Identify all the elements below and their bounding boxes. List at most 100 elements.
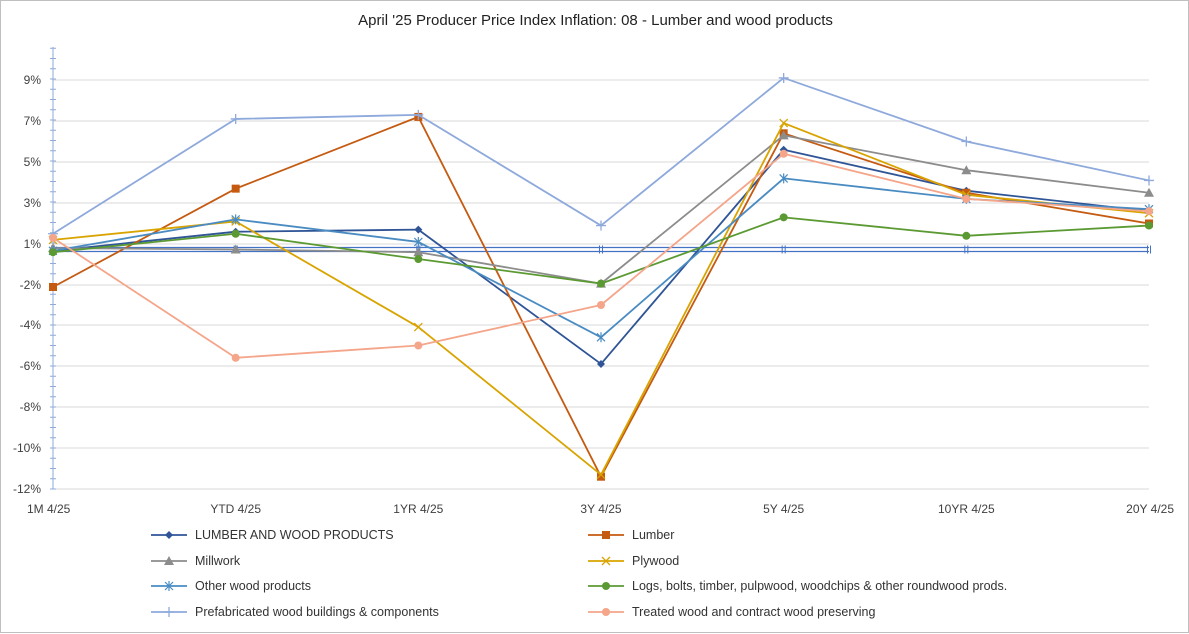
legend-swatch [588, 556, 624, 566]
y-tick-label: -2% [20, 278, 42, 292]
x-tick-label: 3Y 4/25 [580, 502, 621, 516]
data-point [49, 233, 57, 242]
y-tick-label: -12% [13, 482, 41, 496]
data-point [961, 165, 972, 175]
data-point [49, 283, 57, 291]
data-point [1145, 207, 1153, 216]
legend-swatch [151, 581, 187, 592]
data-point [231, 214, 241, 225]
legend-label: Other wood products [195, 579, 312, 594]
series-line [52, 122, 1150, 476]
legend-swatch [151, 531, 187, 539]
data-point [601, 556, 611, 566]
data-point [231, 184, 240, 193]
legend-swatch [151, 607, 187, 618]
series-line [52, 134, 1150, 285]
data-point [164, 555, 174, 565]
series-line [52, 177, 1150, 339]
x-tick-label: 10YR 4/25 [938, 502, 995, 516]
x-tick-label: YTD 4/25 [210, 502, 261, 516]
baseline-point [964, 245, 969, 254]
data-point [413, 322, 423, 332]
chart-legend: LUMBER AND WOOD PRODUCTS Lumber Millwork Pl… [151, 525, 1151, 629]
data-point [597, 279, 605, 288]
data-point [230, 113, 241, 124]
data-point [1144, 175, 1154, 186]
data-point [779, 149, 788, 158]
y-tick-label: 3% [24, 196, 42, 210]
y-tick-label: -8% [20, 400, 42, 414]
legend-label: Prefabricated wood buildings & component… [195, 605, 439, 620]
data-point [49, 248, 57, 257]
data-point [602, 608, 610, 617]
legend-item: Millwork [151, 551, 240, 571]
data-point [596, 220, 606, 231]
data-point [231, 229, 240, 238]
x-tick-label: 1YR 4/25 [393, 502, 443, 516]
data-point [413, 109, 424, 120]
series-line [52, 148, 1150, 365]
data-point [230, 244, 241, 254]
y-tick-label: 5% [24, 155, 42, 169]
data-point [778, 72, 789, 83]
data-point [1145, 221, 1153, 230]
y-tick-label: 9% [24, 73, 42, 87]
y-tick-label: 7% [24, 114, 42, 128]
series-2 [48, 130, 1154, 288]
legend-item: Lumber [588, 525, 674, 545]
data-point [165, 531, 173, 539]
legend-item: LUMBER AND WOOD PRODUCTS [151, 525, 394, 545]
data-point [413, 247, 424, 257]
baseline-point [1147, 245, 1151, 254]
legend-item: Logs, bolts, timber, pulpwood, woodchips… [588, 576, 1007, 596]
legend-label: Treated wood and contract wood preservin… [632, 605, 876, 620]
data-point [602, 531, 610, 539]
legend-item: Treated wood and contract wood preservin… [588, 602, 875, 622]
data-point [413, 236, 423, 247]
legend-swatch [588, 608, 624, 617]
baseline-point [781, 245, 786, 254]
series-6 [48, 72, 1154, 239]
legend-swatch [151, 555, 187, 565]
legend-label: Lumber [632, 528, 675, 542]
series-line [52, 152, 1150, 359]
legend-label: LUMBER AND WOOD PRODUCTS [195, 528, 394, 542]
data-point [961, 136, 972, 147]
data-point [779, 213, 788, 222]
data-point [414, 225, 423, 234]
data-point [597, 359, 605, 368]
data-point [779, 118, 789, 128]
legend-label: Plywood [632, 553, 680, 568]
y-tick-label: 1% [24, 237, 42, 251]
data-point [596, 332, 606, 343]
data-point [164, 581, 174, 592]
data-point [414, 341, 423, 350]
data-point [596, 470, 606, 480]
legend-label: Millwork [195, 553, 241, 568]
data-point [231, 353, 240, 362]
data-point [778, 130, 789, 140]
data-point [779, 173, 789, 184]
x-tick-label: 1M 4/25 [27, 502, 71, 516]
y-tick-label: -10% [13, 441, 41, 455]
data-point [1144, 187, 1154, 197]
data-point [164, 607, 174, 618]
data-point [602, 582, 610, 591]
data-point [414, 255, 423, 264]
legend-swatch [588, 531, 624, 539]
legend-item: Plywood [588, 551, 679, 571]
chart-title: April '25 Producer Price Index Inflation… [358, 12, 833, 29]
series-line [52, 77, 1150, 235]
legend-label: Logs, bolts, timber, pulpwood, woodchips… [632, 579, 1008, 594]
y-tick-label: -4% [20, 318, 42, 332]
y-tick-label: -6% [20, 359, 42, 373]
series-1 [49, 112, 1153, 481]
data-point [962, 231, 971, 240]
data-point [962, 188, 971, 197]
x-tick-label: 5Y 4/25 [763, 502, 804, 516]
series-4 [48, 173, 1154, 343]
legend-item: Other wood products [151, 576, 311, 596]
series-7 [49, 149, 1153, 362]
